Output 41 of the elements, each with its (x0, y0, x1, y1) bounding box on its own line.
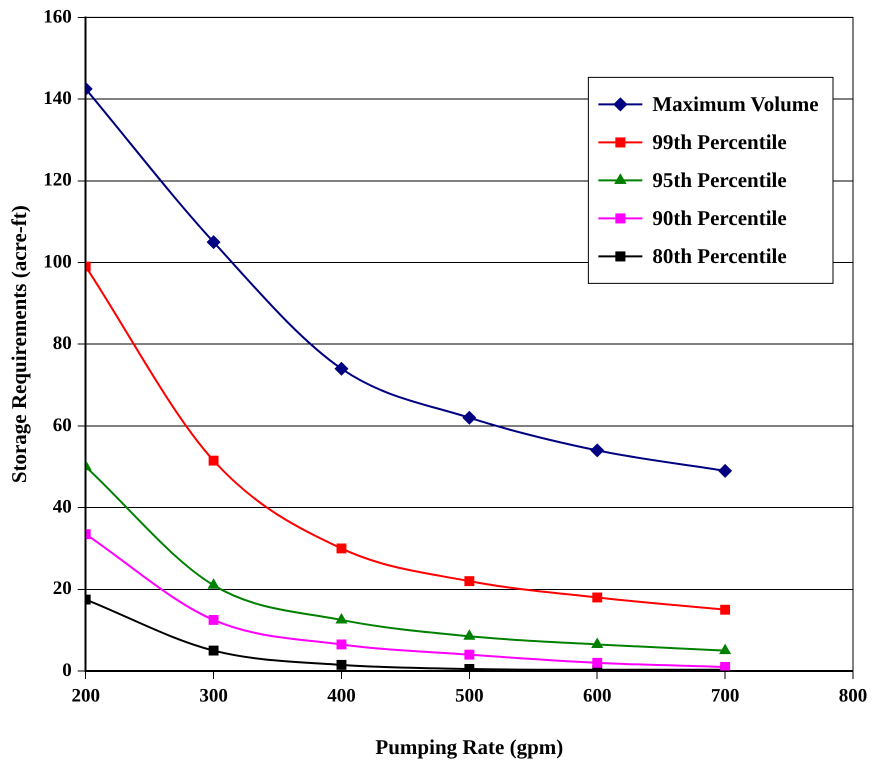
point (718, 464, 732, 478)
y-tick-label: 20 (52, 578, 72, 600)
point (208, 614, 219, 625)
y-axis-title: Storage Requirements (acre-ft) (7, 205, 32, 484)
point (334, 362, 348, 376)
x-tick-label: 500 (455, 685, 484, 706)
point (464, 576, 474, 586)
x-tick-label: 200 (71, 685, 100, 706)
y-tick-label: 160 (43, 6, 72, 28)
point (720, 604, 730, 615)
y-tick-label: 100 (43, 251, 72, 272)
point (206, 235, 221, 250)
legend-label: 90th Percentile (652, 206, 787, 230)
legend-label: 95th Percentile (652, 168, 787, 192)
point (720, 662, 730, 671)
point (719, 644, 732, 654)
x-tick-label: 700 (710, 685, 740, 706)
point (592, 658, 602, 668)
x-tick-label: 600 (582, 685, 612, 706)
y-tick-label: 80 (52, 333, 72, 354)
point (336, 640, 346, 650)
y-tick-label: 140 (43, 88, 72, 110)
legend-label: 80th Percentile (652, 244, 787, 268)
y-tick-label: 40 (52, 496, 72, 518)
x-axis-title: Pumping Rate (gpm) (375, 734, 564, 759)
y-tick-label: 60 (52, 414, 72, 436)
x-tick-label: 400 (327, 685, 356, 706)
point (208, 646, 219, 656)
point (336, 544, 346, 554)
point (464, 650, 474, 660)
point (208, 456, 219, 466)
point (592, 592, 602, 602)
x-tick-label: 800 (838, 685, 868, 706)
y-tick-label: 0 (62, 660, 72, 681)
legend-label: 99th Percentile (652, 130, 787, 154)
point (462, 410, 476, 425)
point (336, 660, 346, 670)
point (590, 443, 604, 458)
y-tick-label: 120 (43, 170, 72, 191)
legend-label: Maximum Volume (652, 92, 819, 116)
x-tick-label: 300 (199, 685, 228, 706)
